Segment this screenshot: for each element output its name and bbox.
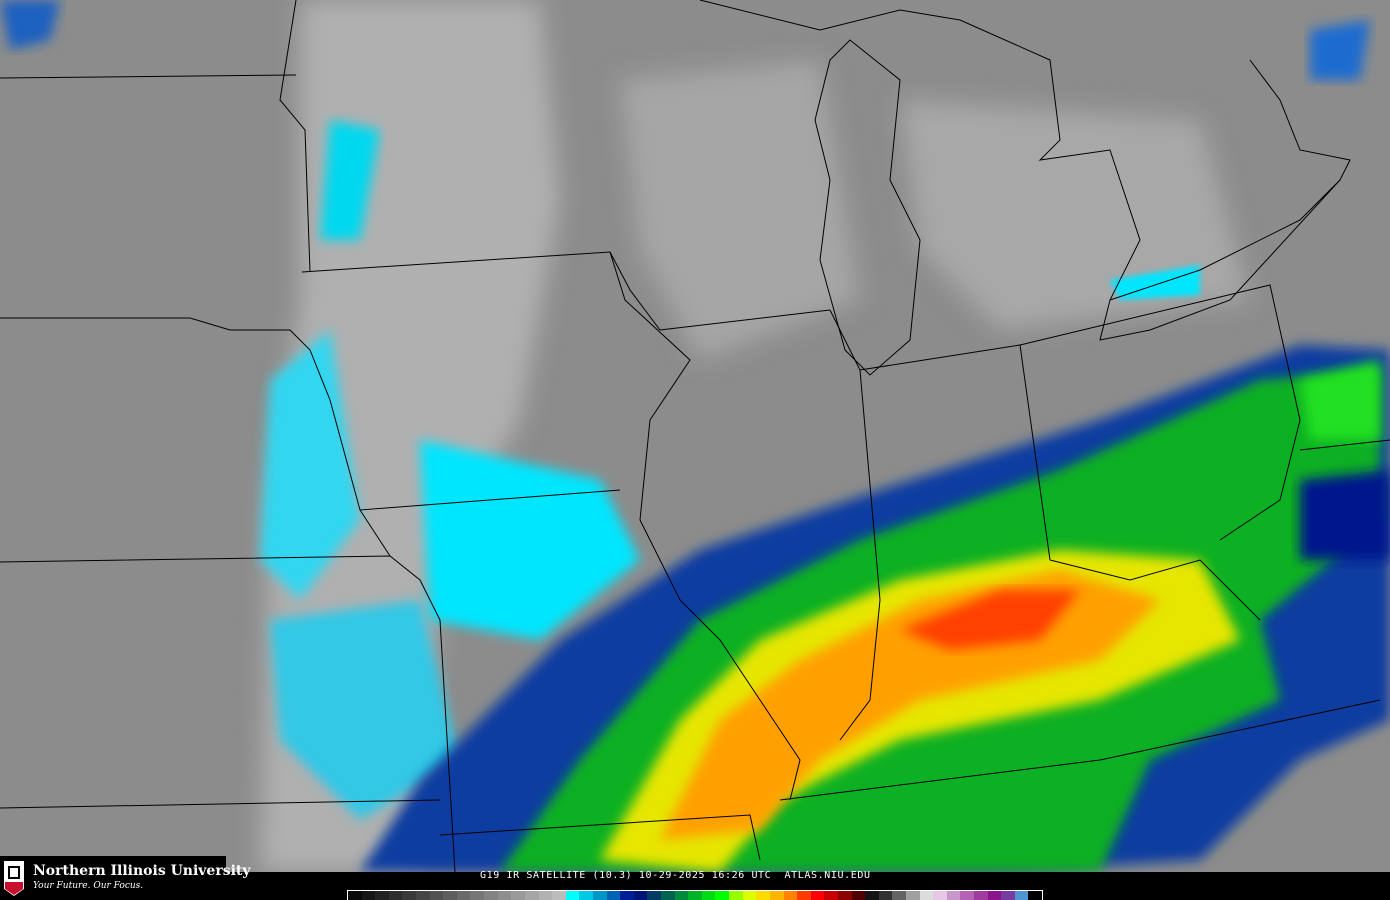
colorbar-swatch	[810, 891, 825, 900]
colorbar-swatch	[456, 891, 471, 900]
colorbar-swatch	[974, 891, 988, 900]
colorbar-swatch	[361, 891, 376, 900]
temperature-color-scale	[347, 890, 1043, 900]
colorbar-swatch	[783, 891, 798, 900]
precipitation-band	[360, 345, 1390, 872]
colorbar-swatch	[960, 891, 975, 900]
colorbar-swatch	[878, 891, 893, 900]
cloud-layer	[0, 0, 1370, 872]
colorbar-swatch	[919, 891, 934, 900]
colorbar-swatch	[511, 891, 525, 900]
colorbar-swatch	[824, 891, 838, 900]
colorbar-swatch	[524, 891, 539, 900]
colorbar-swatch	[606, 891, 621, 900]
colorbar-swatch	[933, 891, 947, 900]
colorbar-swatch	[497, 891, 512, 900]
colorbar-swatch	[416, 891, 430, 900]
lake-michigan-outline	[699, 0, 1351, 376]
colorbar-swatch	[1028, 891, 1043, 900]
colorbar-swatch	[1014, 891, 1029, 900]
colorbar-swatch	[946, 891, 961, 900]
colorbar-swatch	[797, 891, 811, 900]
ir-satellite-image	[0, 0, 1390, 872]
colorbar-swatch	[661, 891, 675, 900]
colorbar-swatch	[851, 891, 866, 900]
colorbar-swatch	[538, 891, 553, 900]
colorbar-swatch	[837, 891, 852, 900]
colorbar-swatch	[647, 891, 662, 900]
university-name: Northern Illinois University	[33, 863, 251, 879]
colorbar-swatch	[729, 891, 743, 900]
product-title: G19 IR SATELLITE (10.3) 10-29-2025 16:26…	[480, 870, 871, 881]
colorbar-swatch	[905, 891, 920, 900]
colorbar-swatch	[484, 891, 498, 900]
colorbar-swatch	[620, 891, 634, 900]
colorbar-swatch	[865, 891, 879, 900]
colorbar-swatch	[348, 891, 362, 900]
colorbar-swatch	[688, 891, 702, 900]
colorbar-swatch	[375, 891, 389, 900]
university-tagline: Your Future. Our Focus.	[33, 881, 144, 891]
colorbar-swatch	[701, 891, 716, 900]
colorbar-swatch	[565, 891, 580, 900]
colorbar-swatch	[633, 891, 648, 900]
colorbar-swatch	[756, 891, 770, 900]
colorbar-swatch	[987, 891, 1002, 900]
niu-shield-icon	[4, 861, 24, 896]
state-boundaries	[0, 0, 1390, 872]
colorbar-swatch	[769, 891, 784, 900]
niu-logo: Northern Illinois University Your Future…	[0, 856, 251, 900]
colorbar-swatch	[552, 891, 566, 900]
colorbar-swatch	[579, 891, 593, 900]
colorbar-swatch	[429, 891, 444, 900]
colorbar-swatch	[674, 891, 689, 900]
colorbar-swatch	[443, 891, 457, 900]
colorbar-swatch	[742, 891, 757, 900]
colorbar-swatch	[592, 891, 607, 900]
colorbar-swatch	[1001, 891, 1015, 900]
colorbar-swatch	[388, 891, 403, 900]
colorbar-swatch	[402, 891, 417, 900]
colorbar-swatch	[892, 891, 906, 900]
colorbar-swatch	[715, 891, 730, 900]
colorbar-swatch	[470, 891, 485, 900]
